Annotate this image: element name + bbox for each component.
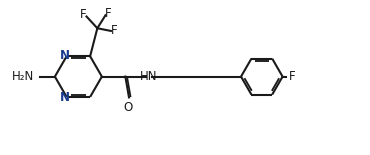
Text: F: F xyxy=(80,8,87,21)
Text: N: N xyxy=(60,49,70,62)
Text: HN: HN xyxy=(140,70,158,83)
Text: H₂N: H₂N xyxy=(12,70,34,83)
Text: F: F xyxy=(111,24,117,38)
Text: O: O xyxy=(124,101,133,114)
Text: N: N xyxy=(60,91,70,104)
Text: F: F xyxy=(105,7,112,20)
Text: F: F xyxy=(289,70,296,83)
